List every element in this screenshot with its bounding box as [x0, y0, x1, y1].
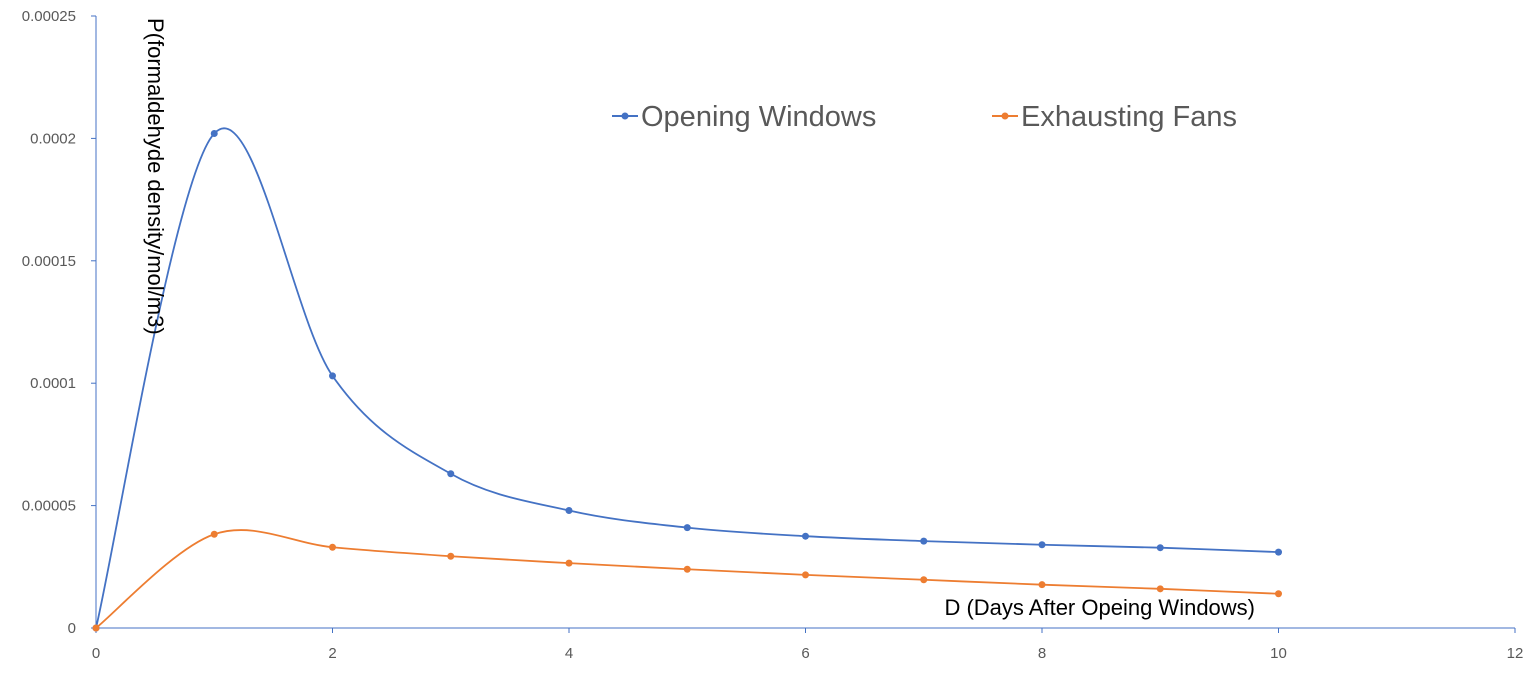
- data-point-opening-windows: [683, 524, 691, 532]
- data-point-opening-windows: [920, 537, 928, 545]
- legend-label-exhausting-fans: Exhausting Fans: [1021, 101, 1237, 133]
- x-tick-label: 6: [801, 645, 809, 662]
- data-point-opening-windows: [1156, 544, 1164, 552]
- y-tick-label: 0: [68, 620, 76, 637]
- data-point-exhausting-fans: [92, 624, 100, 632]
- data-point-opening-windows: [1275, 548, 1282, 556]
- x-tick-label: 4: [565, 645, 573, 662]
- data-point-opening-windows: [329, 372, 336, 380]
- data-point-exhausting-fans: [1156, 585, 1164, 593]
- x-tick-label: 2: [328, 645, 336, 662]
- data-point-exhausting-fans: [1038, 581, 1046, 589]
- y-tick-label: 0.0002: [30, 130, 76, 147]
- x-tick-label: 0: [92, 645, 100, 662]
- x-tick-label: 8: [1038, 645, 1046, 662]
- x-axis-title: D (Days After Opeing Windows): [944, 595, 1255, 620]
- x-tick-label: 10: [1270, 645, 1287, 662]
- legend-label-opening-windows: Opening Windows: [641, 101, 876, 133]
- y-axis-title: P(formaldehyde density/mol/m3): [143, 18, 168, 335]
- data-point-exhausting-fans: [447, 552, 455, 560]
- data-point-opening-windows: [565, 506, 573, 514]
- data-point-opening-windows: [1038, 541, 1046, 549]
- data-point-opening-windows: [802, 532, 809, 540]
- y-tick-label: 0.00025: [22, 8, 76, 25]
- legend-marker-dot-opening-windows: [621, 112, 629, 120]
- series-line-opening-windows: [95, 127, 1279, 629]
- data-point-exhausting-fans: [565, 559, 573, 567]
- data-point-opening-windows: [210, 130, 218, 138]
- data-point-exhausting-fans: [683, 565, 691, 573]
- data-point-exhausting-fans: [1275, 590, 1282, 598]
- data-point-exhausting-fans: [210, 530, 218, 538]
- y-tick-label: 0.00015: [22, 253, 76, 270]
- data-point-opening-windows: [447, 470, 455, 478]
- x-tick-label: 12: [1507, 645, 1524, 662]
- y-tick-label: 0.0001: [30, 375, 76, 392]
- series-line-exhausting-fans: [95, 529, 1279, 629]
- y-tick-label: 0.00005: [22, 498, 76, 515]
- data-point-exhausting-fans: [329, 543, 336, 551]
- legend-marker-dot-exhausting-fans: [1001, 112, 1009, 120]
- data-point-exhausting-fans: [802, 571, 809, 579]
- data-point-exhausting-fans: [920, 576, 928, 584]
